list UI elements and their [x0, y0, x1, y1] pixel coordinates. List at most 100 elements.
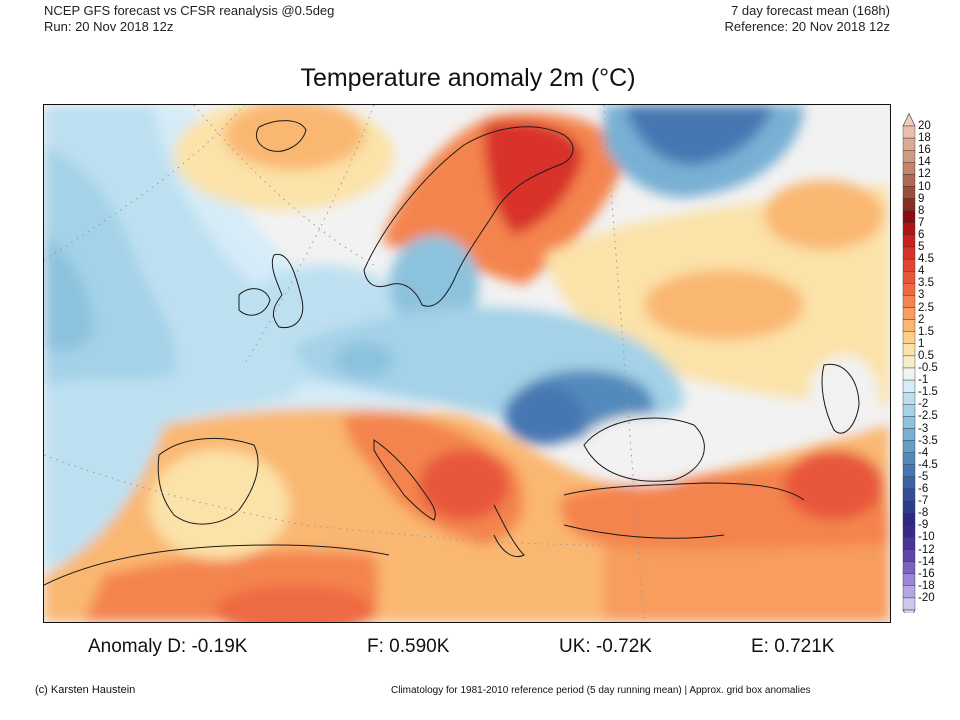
volga-warm-core [644, 270, 804, 340]
colorbar-label: -5 [918, 470, 929, 483]
colorbar-swatch [902, 162, 916, 175]
ireland-coast [238, 288, 271, 316]
colorbar [902, 112, 916, 623]
colorbar-label: -3 [918, 422, 929, 435]
colorbar-label: 12 [918, 168, 931, 181]
anomaly-map-canvas [44, 105, 890, 622]
colorbar-swatch [902, 150, 916, 163]
colorbar-label: -20 [918, 591, 935, 604]
middle-east-warm [604, 545, 890, 622]
anomaly-uk: UK: -0.72K [559, 636, 652, 657]
forecast-period: 7 day forecast mean (168h) [731, 3, 890, 18]
coastline-outlines [44, 120, 860, 586]
colorbar-swatch [902, 585, 916, 599]
colorbar-label: 16 [918, 144, 931, 157]
colorbar-label: -1 [918, 374, 929, 387]
colorbar-label: 7 [918, 216, 925, 229]
colorbar-swatch [902, 331, 916, 344]
north-africa-coast [44, 544, 390, 586]
moldova-cold-core [504, 385, 584, 445]
anomaly-field [44, 105, 890, 622]
colorbar-swatch [902, 186, 916, 199]
colorbar-swatch [902, 125, 916, 139]
colorbar-swatch [902, 416, 916, 429]
map-title: Temperature anomaly 2m (°C) [300, 64, 636, 92]
atlantic-cold-spot [44, 235, 94, 352]
colorbar-label: -10 [918, 531, 935, 544]
north-russia-cold-core [624, 105, 774, 165]
colorbar-label: 2 [918, 313, 925, 326]
colorbar-swatch [902, 379, 916, 393]
climatology-note: Climatology for 1981-2010 reference peri… [391, 685, 811, 696]
anomaly-f: F: 0.590K [367, 636, 450, 657]
colorbar-label: -9 [918, 519, 929, 532]
sahara-hot-core [214, 585, 374, 622]
colorbar-swatch [902, 452, 916, 466]
colorbar-swatch [902, 246, 916, 260]
colorbar-swatch [902, 525, 916, 538]
colorbar-swatches [902, 112, 916, 623]
run-time: Run: 20 Nov 2018 12z [44, 19, 174, 34]
colorbar-swatch [902, 488, 916, 502]
colorbar-swatch [902, 513, 916, 526]
colorbar-swatch [902, 355, 916, 369]
colorbar-swatch [902, 537, 916, 550]
colorbar-swatch [902, 500, 916, 514]
iceland-warm-core [224, 105, 364, 170]
colorbar-label: 0.5 [918, 349, 934, 362]
colorbar-swatch [902, 573, 916, 587]
italy-coast [373, 439, 436, 521]
colorbar-label: 10 [918, 180, 931, 193]
colorbar-label: -1.5 [918, 386, 938, 399]
colorbar-swatch [902, 270, 916, 284]
greece-coast [493, 504, 525, 558]
colorbar-swatch [902, 174, 916, 187]
colorbar-label: 18 [918, 132, 931, 145]
colorbar-extend-top [902, 112, 916, 127]
colorbar-swatch [902, 440, 916, 453]
colorbar-label: 9 [918, 192, 925, 205]
header-left: NCEP GFS forecast vs CFSR reanalysis @0.… [44, 3, 334, 35]
credit: (c) Karsten Haustein [35, 684, 136, 696]
colorbar-swatch [902, 210, 916, 223]
colorbar-label: -12 [918, 543, 935, 556]
colorbar-label: 14 [918, 156, 931, 169]
colorbar-label: 2.5 [918, 301, 934, 314]
anomaly-e: E: 0.721K [751, 636, 835, 657]
caspian-coast [821, 363, 860, 434]
colorbar-swatch [902, 283, 916, 296]
caucasus-hot-core [784, 450, 884, 520]
colorbar-extend-bottom [902, 609, 916, 623]
colorbar-label: 6 [918, 228, 925, 241]
colorbar-swatch [902, 561, 916, 574]
iceland-coast [256, 120, 307, 152]
model-description: NCEP GFS forecast vs CFSR reanalysis @0.… [44, 3, 335, 18]
colorbar-label: 3.5 [918, 277, 934, 290]
colorbar-label: -14 [918, 555, 935, 568]
colorbar-label: -6 [918, 483, 929, 495]
iberia-coast [157, 438, 259, 525]
colorbar-label: 5 [918, 241, 925, 253]
graticule-line [243, 105, 375, 366]
black-sea-coast [583, 417, 705, 482]
colorbar-swatch [902, 464, 916, 478]
colorbar-swatch [902, 392, 916, 405]
colorbar-swatch [902, 597, 916, 611]
graticule [44, 105, 645, 622]
colorbar-label: -18 [918, 579, 935, 592]
britain-coast [271, 253, 304, 329]
colorbar-label: 8 [918, 204, 925, 217]
colorbar-label: 4 [918, 265, 925, 278]
colorbar-swatch [902, 319, 916, 332]
colorbar-swatch [902, 258, 916, 272]
colorbar-label: -16 [918, 567, 935, 580]
urals-warm-core [764, 180, 884, 250]
colorbar-label: -2.5 [918, 410, 938, 423]
colorbar-label: -8 [918, 507, 929, 520]
colorbar-label: 1 [918, 337, 925, 350]
kola-warm-core [484, 121, 584, 235]
colorbar-swatch [902, 198, 916, 211]
colorbar-label: -2 [918, 398, 929, 411]
anomaly-d: Anomaly D: -0.19K [88, 636, 248, 657]
colorbar-swatch [902, 428, 916, 441]
